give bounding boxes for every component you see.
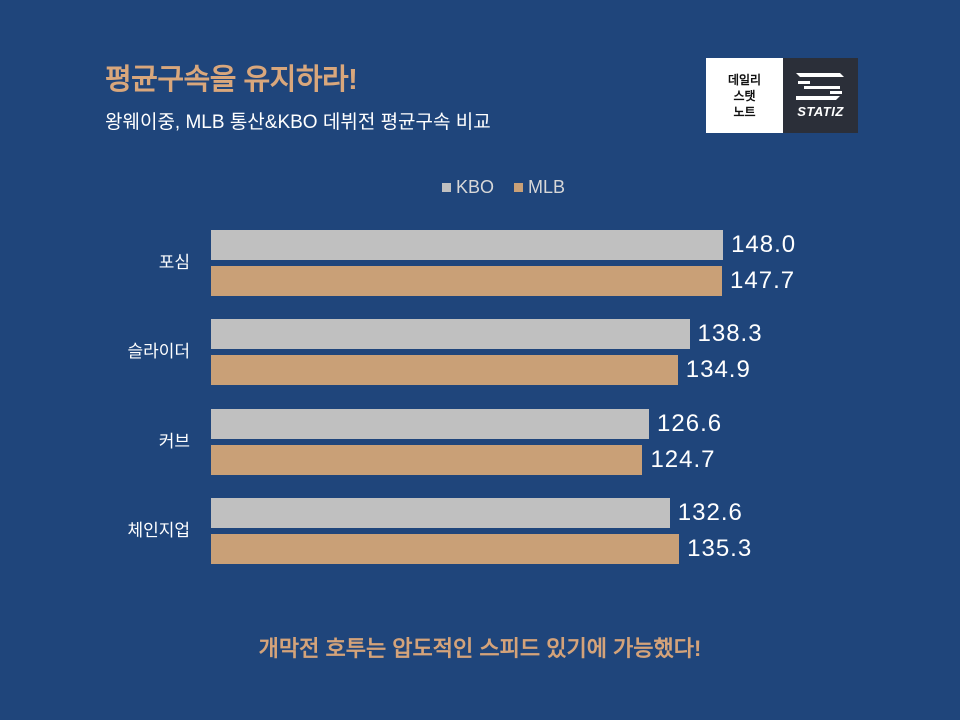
value-label-kbo: 138.3 — [697, 320, 763, 348]
legend-swatch-mlb — [514, 182, 524, 192]
bar-kbo — [211, 230, 724, 260]
category-label: 체인지업 — [127, 520, 190, 540]
daily-stat-note-logo: 데일리 스탯 노트 — [706, 58, 783, 133]
value-label-kbo: 148.0 — [731, 231, 797, 258]
statiz-brand-text: STATIZ — [797, 104, 844, 119]
statiz-logo: STATIZ — [783, 58, 858, 133]
logo-line: 스탯 — [733, 88, 756, 103]
logo-line: 데일리 — [727, 72, 762, 87]
value-label-mlb: 135.3 — [687, 534, 753, 562]
category-label: 커브 — [158, 431, 190, 451]
category-label: 포심 — [158, 253, 190, 272]
bar-kbo — [211, 408, 650, 439]
value-label-mlb: 147.7 — [730, 267, 796, 294]
bar-mlb — [211, 533, 680, 564]
chart-subtitle: 왕웨이중, MLB 통산&KBO 데뷔전 평균구속 비교 — [105, 112, 491, 133]
legend-item-kbo: KBO — [442, 177, 494, 198]
bar-mlb — [211, 444, 643, 475]
category-label: 슬라이더 — [127, 342, 190, 362]
value-label-mlb: 124.7 — [650, 445, 716, 473]
bar-kbo — [211, 497, 670, 528]
legend-item-mlb: MLB — [514, 177, 565, 198]
bar-mlb — [211, 266, 723, 296]
statiz-mark-icon — [796, 73, 844, 100]
legend-label-mlb: MLB — [528, 176, 566, 197]
value-label-kbo: 132.6 — [677, 498, 743, 526]
legend-label-kbo: KBO — [456, 176, 495, 197]
legend-swatch-kbo — [442, 182, 451, 192]
value-label-mlb: 134.9 — [685, 356, 751, 384]
chart-legend: KBO MLB — [442, 176, 585, 198]
logo-line: 노트 — [733, 104, 756, 119]
chart-title: 평균구속을 유지하라! — [105, 64, 358, 96]
footer-caption: 개막전 호투는 압도적인 스피드 있기에 가능했다! — [258, 636, 702, 661]
value-label-kbo: 126.6 — [657, 409, 723, 437]
bar-kbo — [211, 319, 690, 350]
bar-mlb — [211, 355, 678, 386]
